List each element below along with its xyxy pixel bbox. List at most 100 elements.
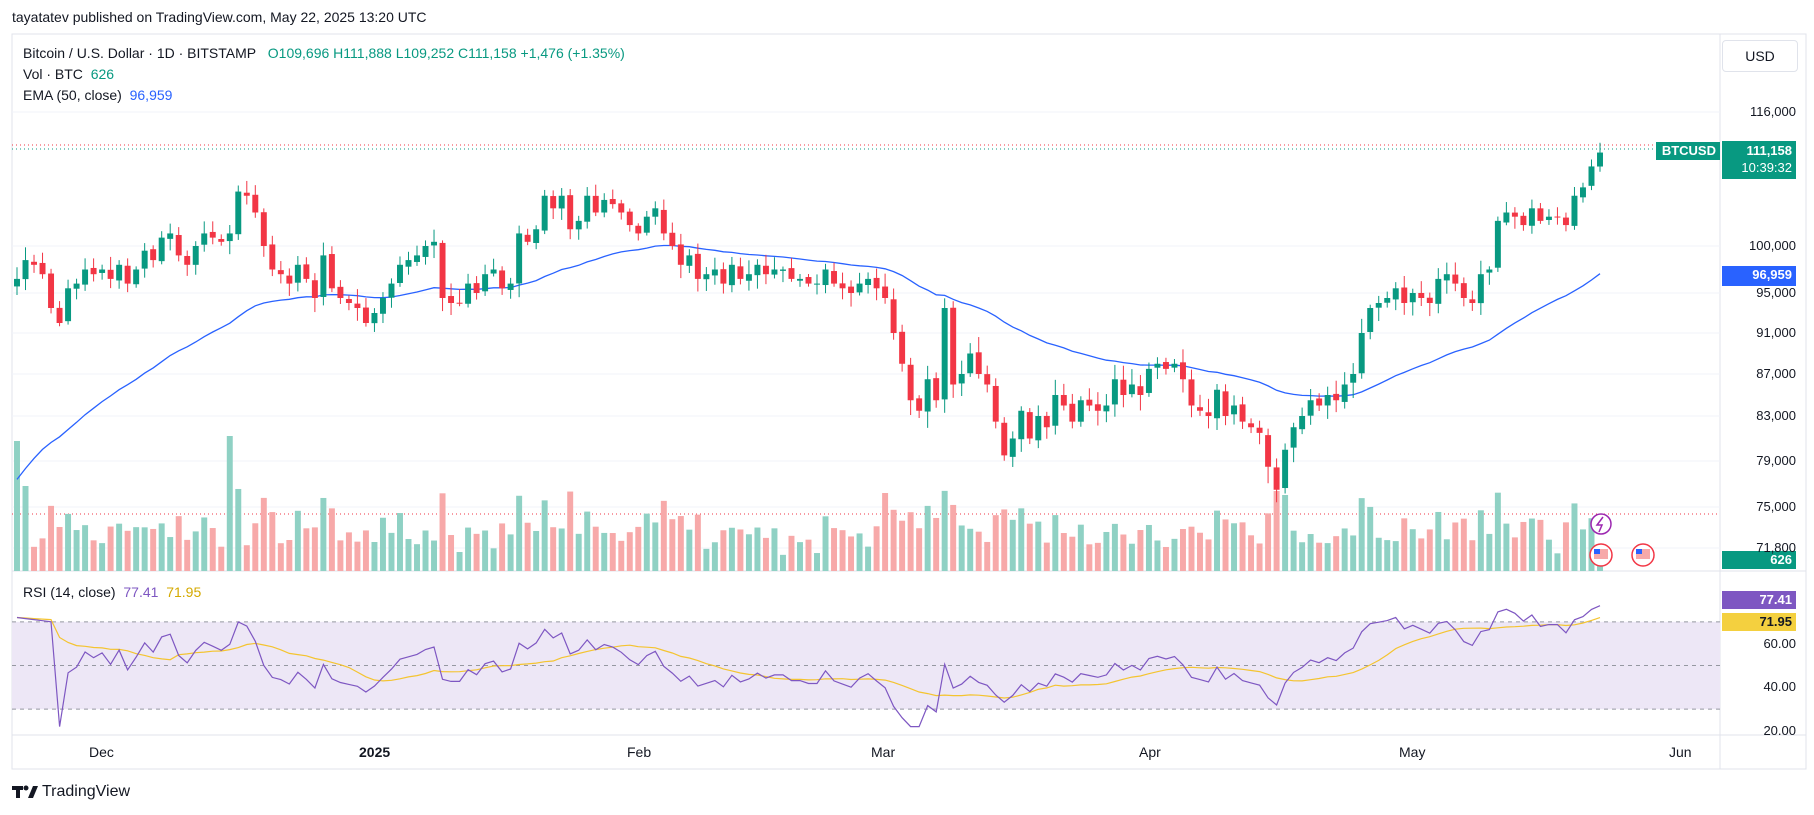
volume-bar bbox=[873, 526, 880, 571]
volume-bar bbox=[1384, 540, 1391, 571]
volume-bar bbox=[1018, 508, 1025, 571]
candle-body bbox=[1486, 269, 1493, 273]
price-badge-value: 111,158 bbox=[1746, 143, 1792, 158]
candle-body bbox=[1375, 303, 1382, 308]
volume-bar bbox=[831, 528, 838, 571]
candle-body bbox=[303, 264, 310, 279]
ema-legend-value: 96,959 bbox=[129, 87, 173, 103]
volume-bar bbox=[967, 528, 974, 571]
volume-bar bbox=[1026, 523, 1033, 571]
volume-bar bbox=[99, 543, 106, 571]
ema-label[interactable]: EMA (50, close) bbox=[23, 87, 122, 103]
volume-bar bbox=[550, 527, 557, 571]
volume-bar bbox=[371, 541, 378, 571]
candle-body bbox=[1554, 216, 1561, 218]
candle-body bbox=[1426, 297, 1433, 303]
volume-bar bbox=[1307, 534, 1314, 571]
candle-body bbox=[1222, 391, 1229, 416]
candle-body bbox=[958, 374, 965, 384]
volume-bar bbox=[116, 523, 123, 571]
candle-body bbox=[1588, 166, 1595, 186]
candle-body bbox=[1137, 386, 1144, 395]
candle-body bbox=[405, 260, 412, 267]
rsi-ma-line bbox=[16, 616, 1601, 699]
candle-body bbox=[116, 264, 123, 281]
volume-bar bbox=[541, 500, 548, 571]
candle-body bbox=[209, 231, 216, 238]
volume-bar bbox=[235, 488, 242, 571]
time-tick-label: Mar bbox=[871, 744, 896, 760]
candle-body bbox=[1401, 287, 1408, 303]
flag-icon bbox=[1636, 549, 1650, 559]
candle-body bbox=[720, 269, 727, 284]
volume-label[interactable]: Vol · BTC bbox=[23, 66, 83, 82]
candle-body bbox=[1290, 427, 1297, 448]
rsi-band bbox=[12, 621, 1720, 710]
volume-bar bbox=[848, 536, 855, 571]
candle-body bbox=[890, 299, 897, 333]
rsi-tick-label: 20.00 bbox=[1763, 723, 1796, 738]
candle-body bbox=[771, 269, 778, 275]
volume-bar bbox=[737, 529, 744, 571]
price-tick-label: 116,000 bbox=[1749, 104, 1796, 119]
candle-body bbox=[805, 277, 812, 284]
tradingview-logo[interactable]: TradingView bbox=[12, 783, 130, 801]
candle-body bbox=[652, 208, 659, 217]
volume-bar bbox=[286, 540, 293, 571]
candle-body bbox=[601, 199, 608, 213]
candle-body bbox=[873, 277, 880, 289]
candle-body bbox=[567, 195, 574, 230]
candle-body bbox=[158, 237, 165, 262]
volume-bar bbox=[660, 500, 667, 571]
volume-bar bbox=[1520, 521, 1527, 571]
rsi-ma-legend-value: 71.95 bbox=[166, 584, 202, 600]
candle-body bbox=[592, 195, 599, 213]
candle-body bbox=[1503, 212, 1510, 223]
time-tick-label: May bbox=[1399, 744, 1426, 760]
volume-bar bbox=[805, 539, 812, 571]
candle-body bbox=[414, 255, 420, 262]
volume-bar bbox=[524, 522, 531, 571]
candle-body bbox=[1307, 400, 1314, 416]
volume-bar bbox=[933, 517, 940, 571]
candle-body bbox=[1009, 438, 1016, 457]
candle-body bbox=[669, 232, 676, 246]
volume-bar bbox=[745, 534, 752, 571]
volume-bar bbox=[405, 539, 412, 571]
volume-bar bbox=[728, 527, 735, 571]
currency-button[interactable]: USD bbox=[1722, 40, 1798, 72]
volume-bar bbox=[567, 491, 574, 571]
volume-bar bbox=[609, 533, 616, 571]
volume-bar bbox=[814, 553, 820, 571]
volume-bar bbox=[201, 517, 208, 571]
candle-body bbox=[473, 283, 480, 293]
candle-body bbox=[1341, 384, 1348, 402]
volume-bar bbox=[584, 511, 591, 571]
candle-body bbox=[1452, 274, 1459, 284]
volume-bar bbox=[882, 493, 889, 571]
volume-bar bbox=[1069, 536, 1076, 571]
candle-body bbox=[933, 378, 940, 401]
candle-body bbox=[1145, 368, 1152, 393]
candle-body bbox=[1103, 405, 1110, 412]
chart-border bbox=[11, 33, 1807, 770]
symbol-legend: Bitcoin / U.S. Dollar · 1D · BITSTAMP O1… bbox=[23, 45, 625, 61]
candle-body bbox=[609, 198, 616, 205]
volume-bar bbox=[1162, 546, 1169, 571]
candle-body bbox=[1545, 216, 1552, 220]
volume-bar bbox=[1205, 539, 1212, 571]
time-tick-label: Feb bbox=[627, 744, 652, 760]
candle-body bbox=[916, 398, 923, 411]
rsi-line bbox=[16, 605, 1601, 728]
volume-bar bbox=[1299, 542, 1306, 571]
candle-body bbox=[984, 374, 991, 385]
candle-body bbox=[482, 274, 489, 292]
candle-body bbox=[1333, 393, 1340, 401]
rsi-label[interactable]: RSI (14, close) bbox=[23, 584, 116, 600]
symbol-name[interactable]: Bitcoin / U.S. Dollar · 1D · BITSTAMP bbox=[23, 45, 257, 61]
volume-bar bbox=[1265, 513, 1272, 571]
volume-bar bbox=[1179, 529, 1186, 571]
candle-body bbox=[1469, 299, 1476, 303]
volume-bar bbox=[1060, 533, 1067, 571]
